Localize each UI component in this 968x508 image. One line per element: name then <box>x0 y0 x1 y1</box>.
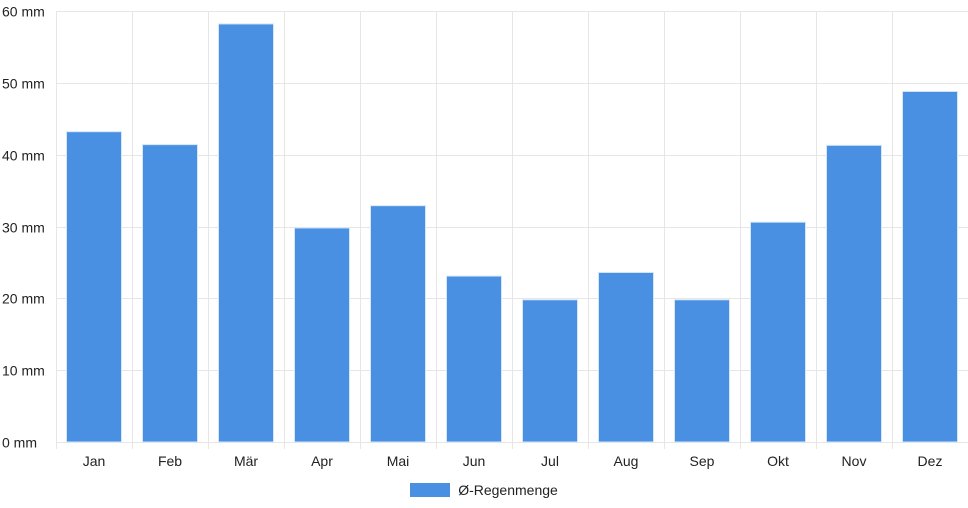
x-tick-label: Okt <box>767 453 789 469</box>
y-tick-label: 50 mm <box>2 76 45 92</box>
y-tick-label: 10 mm <box>2 363 45 379</box>
x-tick-label: Feb <box>158 453 182 469</box>
x-tick-label: Jun <box>463 453 486 469</box>
bar-Aug <box>598 271 654 443</box>
bar-Apr <box>294 227 350 443</box>
bar-Okt <box>750 221 806 443</box>
bar-Jan <box>66 131 122 443</box>
bar-Mär <box>218 23 274 443</box>
bar-chart: 0 mm 10 mm 20 mm 30 mm 40 mm 50 mm 60 mm Jan Feb… <box>2 4 968 469</box>
bar-Nov <box>826 144 882 443</box>
x-tick-label: Aug <box>614 453 639 469</box>
y-tick-label: 20 mm <box>2 291 45 307</box>
x-tick-label: Sep <box>690 453 715 469</box>
x-tick-label: Apr <box>311 453 333 469</box>
y-tick-label: 0 mm <box>2 435 37 451</box>
legend-label: Ø-Regenmenge <box>458 482 558 498</box>
legend-swatch <box>410 483 451 497</box>
bar-Jun <box>446 275 502 443</box>
bar-Dez <box>902 90 958 443</box>
x-tick-label: Dez <box>918 453 943 469</box>
y-tick-label: 60 mm <box>2 4 45 20</box>
x-tick-label: Nov <box>842 453 867 469</box>
legend[interactable]: Ø-Regenmenge <box>0 480 968 500</box>
x-tick-label: Mär <box>234 453 258 469</box>
y-tick-label: 40 mm <box>2 148 45 164</box>
bar-Feb <box>142 144 198 443</box>
bar-Mai <box>370 205 426 443</box>
x-tick-label: Mai <box>387 453 410 469</box>
bar-Sep <box>674 299 730 443</box>
x-tick-label: Jul <box>541 453 559 469</box>
x-tick-label: Jan <box>83 453 106 469</box>
y-tick-label: 30 mm <box>2 220 45 236</box>
bar-Jul <box>522 299 578 443</box>
